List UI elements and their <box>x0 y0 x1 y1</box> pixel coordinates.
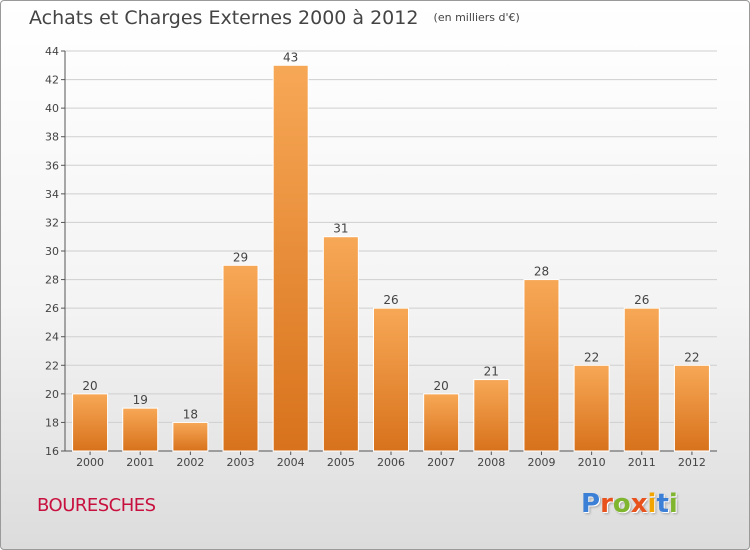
y-tick-label: 24 <box>45 331 59 344</box>
data-label: 20 <box>434 379 449 393</box>
x-tick-label: 2006 <box>377 456 405 469</box>
data-label: 28 <box>534 265 549 279</box>
x-tick-label: 2011 <box>628 456 656 469</box>
commune-name: BOURESCHES <box>37 495 156 516</box>
y-tick-label: 36 <box>45 159 59 172</box>
bar <box>423 393 460 452</box>
x-tick-label: 2004 <box>277 456 305 469</box>
data-label: 22 <box>684 350 699 364</box>
y-tick-label: 44 <box>45 45 59 58</box>
x-tick-label: 2010 <box>578 456 606 469</box>
bar <box>72 393 109 452</box>
y-tick-label: 30 <box>45 245 59 258</box>
bar <box>523 279 560 452</box>
bar <box>573 364 610 452</box>
data-label: 29 <box>233 250 248 264</box>
y-tick-label: 42 <box>45 74 59 87</box>
x-tick-label: 2005 <box>327 456 355 469</box>
logo-letter: t <box>656 489 669 519</box>
data-label: 31 <box>333 222 348 236</box>
logo-letter: i <box>647 489 657 519</box>
y-tick-label: 38 <box>45 131 59 144</box>
y-tick-label: 32 <box>45 216 59 229</box>
bar <box>172 421 209 452</box>
logo-letter: P <box>581 489 601 519</box>
data-label: 20 <box>82 379 97 393</box>
logo-letter: r <box>600 489 613 519</box>
bar <box>222 264 259 452</box>
x-tick-label: 2001 <box>126 456 154 469</box>
y-tick-label: 26 <box>45 302 59 315</box>
data-label: 21 <box>484 365 499 379</box>
y-tick-label: 28 <box>45 274 59 287</box>
logo-letter: o <box>612 489 631 519</box>
bar <box>272 64 309 452</box>
y-tick-label: 34 <box>45 188 59 201</box>
chart-title: Achats et Charges Externes 2000 à 2012 <box>29 7 419 29</box>
y-tick-label: 16 <box>45 445 59 458</box>
y-tick-label: 18 <box>45 416 59 429</box>
bar <box>473 379 510 452</box>
x-tick-label: 2003 <box>227 456 255 469</box>
bar <box>673 364 710 452</box>
data-label: 18 <box>183 407 198 421</box>
logo-letter: x <box>630 489 648 519</box>
chart-subtitle: (en milliers d'€) <box>433 11 520 24</box>
data-label: 19 <box>133 393 148 407</box>
x-tick-label: 2007 <box>427 456 455 469</box>
x-tick-label: 2012 <box>678 456 706 469</box>
x-tick-labels: 2000 2001 2002 2003 2004 2005 2006 2007 2008 2009… <box>76 456 706 469</box>
y-tick-labels: 16 18 20 22 24 26 28 30 32 34 36 38 40 42 44 <box>45 45 59 458</box>
data-label: 26 <box>634 293 649 307</box>
x-tick-label: 2009 <box>527 456 555 469</box>
data-label: 22 <box>584 350 599 364</box>
bars <box>72 64 710 452</box>
bar <box>623 307 660 452</box>
y-tick-label: 22 <box>45 359 59 372</box>
bar <box>373 307 409 452</box>
bar <box>322 236 359 452</box>
y-tick-label: 20 <box>45 388 59 401</box>
title-row: Achats et Charges Externes 2000 à 2012 (… <box>29 7 520 29</box>
data-label: 26 <box>383 293 398 307</box>
x-tick-label: 2000 <box>76 456 104 469</box>
proxiti-logo[interactable]: Proxiti <box>581 489 678 519</box>
data-label: 43 <box>283 50 298 64</box>
data-labels: 20 19 18 29 43 31 26 20 21 28 22 26 22 <box>82 50 699 421</box>
y-tick-label: 40 <box>45 102 59 115</box>
x-tick-label: 2008 <box>477 456 505 469</box>
bar <box>122 407 159 452</box>
x-tick-label: 2002 <box>176 456 204 469</box>
logo-letter: i <box>668 489 678 519</box>
